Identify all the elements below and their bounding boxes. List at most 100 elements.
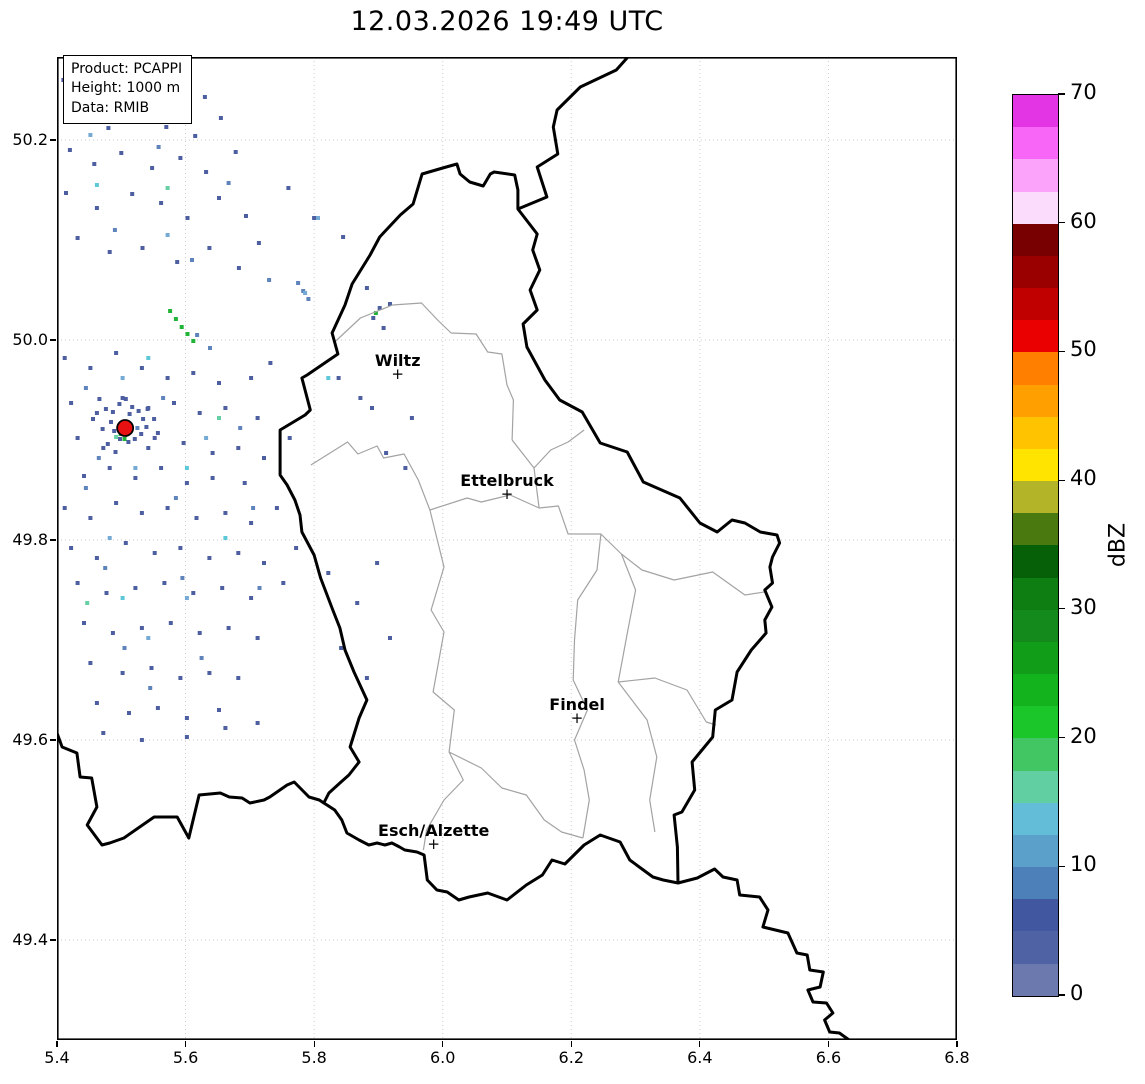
radar-echo-pixel <box>126 440 131 444</box>
radar-echo-pixel <box>122 437 127 441</box>
radar-echo-pixel <box>191 339 196 343</box>
radar-echo-pixel <box>267 278 272 282</box>
radar-echo-pixel <box>107 536 112 540</box>
radar-echo-pixel <box>223 726 228 730</box>
radar-echo-pixel <box>82 621 86 625</box>
radar-echo-pixel <box>199 656 204 660</box>
radar-echo-pixel <box>69 546 74 550</box>
radar-echo-pixel <box>152 551 157 555</box>
radar-echo-pixel <box>139 366 144 370</box>
colorbar-band <box>1013 416 1058 449</box>
colorbar-band <box>1013 641 1058 675</box>
radar-echo-pixel <box>164 125 169 129</box>
radar-echo-pixel <box>370 406 374 410</box>
product-line: Product: PCAPPI <box>71 61 183 77</box>
radar-echo-pixel <box>104 591 109 595</box>
radar-echo-pixel <box>172 401 176 405</box>
radar-echo-pixel <box>114 435 119 439</box>
colorbar-band <box>1013 834 1058 868</box>
colorbar-band <box>1013 513 1058 546</box>
radar-echo-pixel <box>220 586 225 590</box>
colorbar-tick <box>1058 222 1065 224</box>
radar-echo-pixel <box>223 536 228 540</box>
radar-echo-pixel <box>316 216 320 220</box>
radar-echo-pixel <box>204 436 209 440</box>
radar-echo-pixel <box>256 241 261 245</box>
radar-echo-pixel <box>384 451 389 455</box>
radar-echo-pixel <box>155 431 160 435</box>
x-axis-tick-label: 6.8 <box>944 1048 970 1067</box>
radar-echo-pixel <box>178 676 183 680</box>
radar-echo-pixel <box>139 432 144 436</box>
radar-echo-pixel <box>181 441 186 445</box>
radar-echo-pixel <box>236 551 241 555</box>
radar-site-dot <box>116 419 135 437</box>
radar-echo-pixel <box>249 521 254 525</box>
radar-echo-pixel <box>146 446 151 450</box>
radar-echo-pixel <box>364 286 369 290</box>
radar-echo-pixel <box>355 601 360 605</box>
district-border <box>334 302 514 441</box>
colorbar-unit-label: dBZ <box>1105 522 1131 568</box>
radar-echo-pixel <box>207 556 212 560</box>
radar-echo-pixel <box>326 376 331 380</box>
radar-echo-pixel <box>312 216 317 220</box>
radar-echo-pixel <box>268 361 273 365</box>
x-axis-tick <box>956 1041 958 1047</box>
radar-echo-pixel <box>139 738 144 742</box>
radar-echo-pixel <box>62 506 67 510</box>
city-label: Wiltz <box>375 351 421 370</box>
radar-echo-pixel <box>97 397 102 401</box>
radar-echo-pixel <box>364 676 369 680</box>
radar-echo-pixel <box>226 626 231 630</box>
radar-echo-pixel <box>92 162 97 166</box>
radar-echo-pixel <box>296 281 301 285</box>
y-axis-tick <box>50 739 56 741</box>
radar-echo-pixel <box>107 250 112 254</box>
radar-echo-pixel <box>184 466 189 470</box>
radar-echo-pixel <box>218 116 223 120</box>
colorbar-tick <box>1058 350 1065 353</box>
colorbar-band <box>1013 899 1058 932</box>
radar-echo-pixel <box>133 466 138 470</box>
radar-echo-pixel <box>127 711 131 715</box>
district-border <box>618 677 717 726</box>
colorbar-band <box>1013 384 1058 417</box>
radar-echo-pixel <box>303 291 308 295</box>
radar-echo-pixel <box>155 706 160 710</box>
radar-echo-pixel <box>326 571 331 575</box>
product-info-box: Product: PCAPPI Height: 1000 m Data: RMI… <box>63 55 193 124</box>
colorbar-tick-label: 20 <box>1070 723 1097 748</box>
radar-echo-pixel <box>191 371 196 375</box>
radar-echo-pixel <box>135 426 140 430</box>
colorbar-band <box>1013 770 1058 803</box>
x-axis-tick <box>184 1041 187 1047</box>
radar-echo-pixel <box>208 346 212 350</box>
x-axis-tick-label: 5.8 <box>301 1048 327 1067</box>
y-axis-tick <box>50 939 56 941</box>
colorbar-tick-label: 10 <box>1070 852 1097 877</box>
radar-echo-pixel <box>185 332 190 336</box>
radar-echo-pixel <box>88 516 93 520</box>
radar-echo-pixel <box>161 396 166 400</box>
radar-echo-pixel <box>217 196 221 200</box>
radar-echo-pixel <box>375 561 380 565</box>
radar-echo-pixel <box>110 631 115 635</box>
radar-echo-pixel <box>173 317 178 321</box>
radar-echo-pixel <box>101 446 106 450</box>
colorbar-band <box>1013 223 1058 256</box>
radar-echo-pixel <box>236 266 241 270</box>
radar-echo-pixel <box>101 731 106 735</box>
radar-echo-pixel <box>207 671 212 675</box>
radar-echo-pixel <box>136 409 141 413</box>
x-axis-tick <box>313 1041 315 1047</box>
plot-frame <box>57 57 957 1040</box>
radar-echo-pixel <box>388 636 392 640</box>
radar-echo-pixel <box>223 511 228 515</box>
radar-echo-pixel <box>403 466 408 470</box>
timestamp-title: 12.03.2026 19:49 UTC <box>350 6 664 37</box>
y-axis-tick <box>50 339 56 341</box>
district-border <box>617 553 658 833</box>
radar-echo-pixel <box>358 396 363 400</box>
radar-echo-pixel <box>238 426 243 430</box>
